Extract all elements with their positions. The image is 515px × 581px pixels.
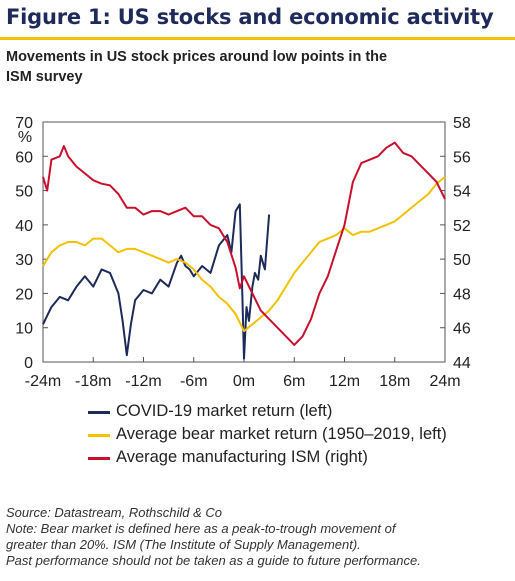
x-tick-label: -18m <box>75 373 111 390</box>
legend-label-ism: Average manufacturing ISM (right) <box>116 448 368 466</box>
right-tick-label: 52 <box>453 218 471 235</box>
manufacturing-ism-line <box>42 141 446 346</box>
source-note: Source: Datastream, Rothschild & Co <box>6 505 223 520</box>
left-tick-label: 50 <box>15 184 33 201</box>
x-tick-label: 12m <box>329 373 360 390</box>
right-tick-label: 58 <box>453 115 471 132</box>
left-tick-label: 60 <box>15 149 33 166</box>
right-tick-label: 44 <box>453 355 471 372</box>
title-rule <box>0 37 515 40</box>
left-tick-label: 20 <box>15 286 33 303</box>
x-tick-label: 6m <box>283 373 305 390</box>
x-tick-label: -24m <box>25 373 61 390</box>
covid-market-return-line <box>42 203 271 360</box>
note-line-1: Note: Bear market is defined here as a p… <box>6 521 396 536</box>
legend-swatch-covid <box>88 411 110 414</box>
left-tick-label: 40 <box>15 218 33 235</box>
right-tick-label: 46 <box>453 321 471 338</box>
right-tick-label: 50 <box>453 252 471 269</box>
figure-title: Figure 1: US stocks and economic activit… <box>6 5 494 29</box>
right-tick-label: 54 <box>453 184 471 201</box>
note-line-2: greater than 20%. ISM (The Institute of … <box>6 537 361 552</box>
subtitle-line-2: ISM survey <box>6 69 83 85</box>
footnotes: Source: Datastream, Rothschild & Co Note… <box>6 505 511 569</box>
left-axis-unit: % <box>18 129 32 146</box>
left-tick-label: 30 <box>15 252 33 269</box>
legend-swatch-ism <box>88 457 110 460</box>
subtitle-line-1: Movements in US stock prices around low … <box>6 49 388 65</box>
legend-label-bear-market: Average bear market return (1950–2019, l… <box>116 425 447 443</box>
left-tick-label: 70 <box>15 115 33 132</box>
note-line-3: Past performance should not be taken as … <box>6 553 421 568</box>
left-tick-label: 0 <box>24 355 33 372</box>
x-tick-label: -6m <box>180 373 208 390</box>
x-tick-label: -12m <box>125 373 161 390</box>
line-chart: 0 10 20 30 40 50 60 70% 44 46 48 50 52 54 56 58 -24m -18m… <box>15 115 471 390</box>
bear-market-return-line <box>42 176 446 333</box>
x-tick-label: 0m <box>233 373 255 390</box>
legend-label-covid: COVID-19 market return (left) <box>116 402 333 420</box>
right-tick-label: 56 <box>453 149 471 166</box>
left-tick-label: 10 <box>15 321 33 338</box>
x-tick-label: 24m <box>429 373 460 390</box>
legend-swatch-bear-market <box>88 434 110 437</box>
right-tick-label: 48 <box>453 286 471 303</box>
x-tick-label: 18m <box>379 373 410 390</box>
chart-subtitle: Movements in US stock prices around low … <box>6 47 506 87</box>
